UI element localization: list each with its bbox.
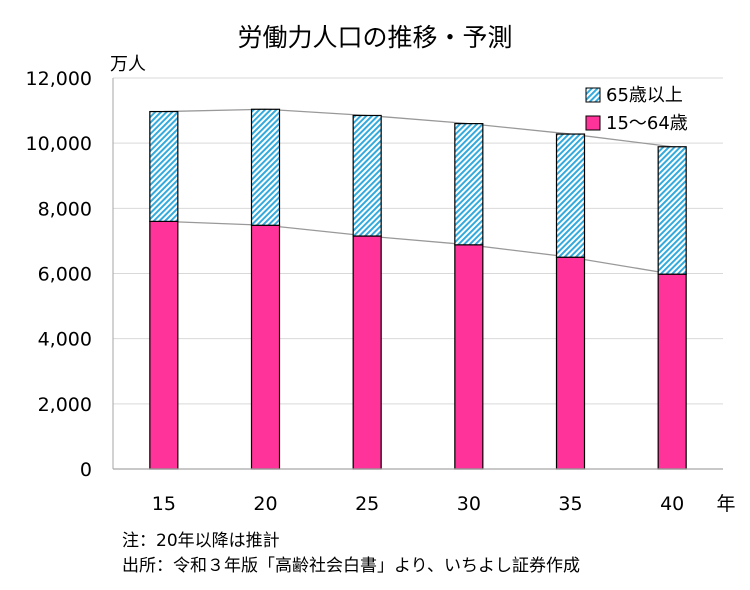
- bar-segment-15-64: [250, 224, 281, 470]
- x-tick-label: 15: [152, 493, 176, 515]
- x-tick-label: 25: [355, 493, 379, 515]
- y-tick-label: 4,000: [38, 329, 92, 351]
- bar-segment-65-plus: [657, 146, 687, 275]
- legend-label: 15～64歳: [606, 113, 688, 134]
- trend-lines: [163, 108, 673, 275]
- footnote-estimate: 注：20年以降は推計: [122, 531, 280, 551]
- y-axis-unit-label: 万人: [110, 54, 146, 75]
- y-tick-label: 10,000: [26, 133, 92, 155]
- x-tick-label: 35: [558, 493, 582, 515]
- bar-segment-65-plus: [149, 110, 179, 222]
- x-tick-label: 20: [253, 493, 277, 515]
- legend-label: 65歳以上: [606, 85, 683, 106]
- y-tick-label: 8,000: [38, 198, 92, 220]
- y-tick-label: 6,000: [38, 264, 92, 286]
- x-axis-unit-label: 年: [716, 493, 735, 515]
- bar-segment-15-64: [149, 220, 179, 470]
- bars: [149, 108, 687, 470]
- y-tick-labels: 0 2,000 4,000 6,000 8,000 10,000 12,000: [26, 68, 92, 481]
- x-tick-label: 30: [457, 493, 481, 515]
- grid-layer: [113, 77, 723, 405]
- chart-title: 労働力人口の推移・予測: [237, 23, 513, 52]
- axes: [112, 78, 723, 470]
- bar-segment-15-64: [454, 244, 484, 470]
- bar-segment-65-plus: [250, 108, 281, 226]
- legend-swatch: [585, 87, 601, 103]
- bar-segment-65-plus: [454, 123, 484, 246]
- y-tick-label: 2,000: [38, 394, 92, 416]
- bar-segment-15-64: [555, 256, 586, 470]
- y-tick-label: 12,000: [26, 68, 92, 90]
- footnote-source: 出所：令和３年版「高齢社会白書」より、いちよし証券作成: [122, 556, 580, 576]
- bar-segment-15-64: [657, 273, 687, 470]
- x-tick-labels: 15 20 25 30 35 40 年: [152, 493, 736, 515]
- bar-segment-65-plus: [352, 114, 382, 237]
- trend-line-total: [163, 108, 673, 148]
- y-tick-label: 0: [80, 459, 92, 481]
- bar-segment-65-plus: [555, 133, 586, 258]
- legend-swatch: [585, 115, 601, 131]
- trend-line-15-64: [163, 220, 673, 275]
- legend: 65歳以上 15～64歳: [585, 85, 688, 134]
- bar-segment-15-64: [352, 235, 382, 470]
- x-tick-label: 40: [660, 493, 684, 515]
